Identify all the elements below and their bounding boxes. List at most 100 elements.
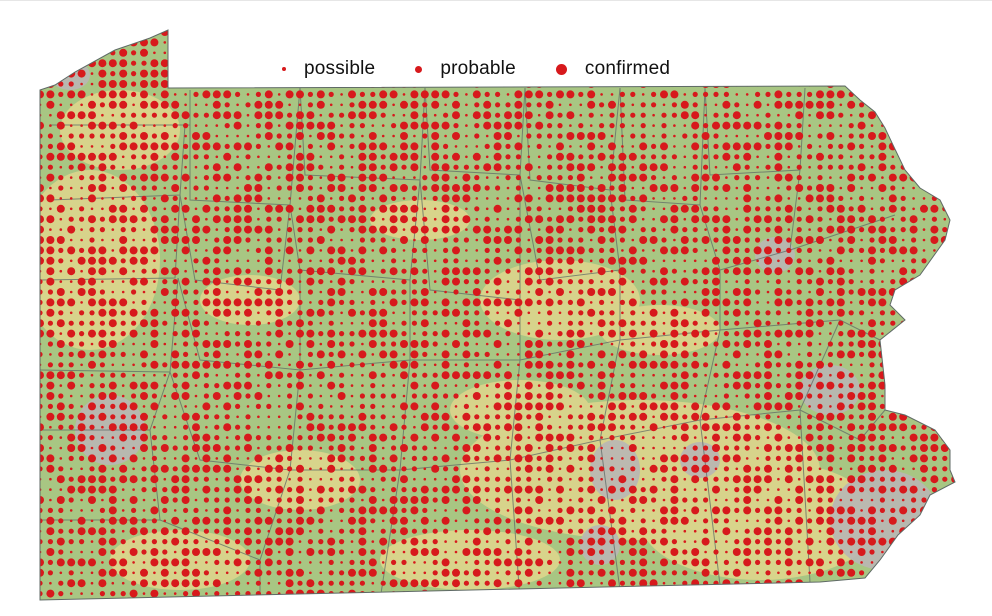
atlas-dot	[952, 227, 955, 233]
atlas-dot	[160, 173, 169, 182]
atlas-dot	[505, 445, 511, 451]
atlas-dot	[349, 143, 355, 149]
atlas-dot	[920, 319, 928, 328]
atlas-dot	[641, 249, 645, 252]
atlas-dot	[630, 195, 636, 201]
atlas-dot	[235, 424, 241, 430]
atlas-dot	[58, 185, 64, 191]
atlas-dot	[951, 568, 955, 577]
atlas-dot	[184, 301, 187, 304]
atlas-dot	[805, 100, 814, 109]
atlas-dot	[212, 142, 221, 151]
atlas-dot	[704, 51, 707, 55]
atlas-dot	[267, 581, 271, 585]
atlas-dot	[163, 519, 167, 523]
atlas-dot	[160, 59, 169, 68]
atlas-dot	[680, 433, 689, 442]
atlas-dot	[89, 227, 95, 233]
atlas-dot	[423, 363, 427, 367]
atlas-dot	[912, 550, 915, 554]
atlas-dot	[40, 225, 44, 234]
atlas-dot	[411, 279, 417, 285]
atlas-dot	[774, 121, 783, 130]
atlas-dot	[753, 402, 762, 411]
atlas-dot	[930, 568, 939, 577]
atlas-dot	[307, 362, 313, 368]
atlas-dot	[578, 362, 584, 368]
atlas-dot	[952, 341, 955, 347]
atlas-dot	[921, 341, 927, 347]
atlas-dot	[441, 454, 450, 463]
atlas-dot	[909, 558, 918, 567]
atlas-dot	[223, 402, 232, 411]
atlas-dot	[641, 446, 645, 450]
atlas-dot	[350, 540, 354, 543]
atlas-dot	[817, 227, 823, 233]
atlas-dot	[683, 290, 687, 294]
atlas-dot	[774, 496, 783, 504]
atlas-dot	[496, 540, 499, 543]
atlas-dot	[557, 112, 563, 118]
atlas-dot	[722, 225, 731, 234]
atlas-dot	[319, 363, 323, 367]
atlas-dot	[233, 121, 242, 130]
atlas-dot	[172, 279, 178, 285]
atlas-dot	[56, 319, 65, 328]
atlas-dot	[193, 154, 199, 160]
atlas-dot	[588, 466, 594, 472]
atlas-dot	[765, 414, 771, 420]
atlas-dot	[223, 527, 232, 536]
atlas-dot	[713, 549, 719, 555]
atlas-dot	[881, 82, 884, 86]
atlas-dot	[392, 321, 395, 325]
atlas-dot	[46, 516, 55, 525]
atlas-dot	[838, 237, 844, 243]
atlas-dot	[807, 341, 813, 347]
atlas-dot	[483, 423, 492, 432]
atlas-dot	[132, 467, 135, 471]
atlas-dot	[160, 236, 169, 244]
atlas-dot	[339, 580, 345, 586]
atlas-dot	[359, 195, 365, 201]
atlas-dot	[566, 194, 575, 203]
atlas-dot	[764, 392, 772, 400]
atlas-dot	[297, 445, 303, 451]
atlas-dot	[784, 329, 793, 338]
atlas-dot	[597, 381, 606, 390]
atlas-dot	[244, 485, 252, 494]
atlas-dot	[89, 50, 95, 56]
atlas-dot	[132, 207, 135, 211]
atlas-dot	[838, 143, 844, 149]
atlas-dot	[327, 298, 336, 307]
atlas-dot	[765, 143, 771, 149]
atlas-dot	[691, 173, 700, 182]
atlas-dot	[682, 580, 688, 586]
atlas-dot	[723, 258, 730, 264]
atlas-dot	[318, 331, 324, 337]
atlas-dot	[701, 236, 710, 244]
atlas-dot	[389, 38, 398, 47]
atlas-dot	[725, 415, 728, 419]
atlas-dot	[193, 341, 199, 347]
atlas-dot	[225, 436, 229, 439]
atlas-dot	[422, 539, 428, 545]
atlas-dot	[578, 476, 584, 482]
atlas-dot	[77, 475, 86, 484]
atlas-dot	[860, 82, 863, 86]
atlas-dot	[618, 225, 627, 234]
atlas-dot	[652, 217, 655, 221]
atlas-dot	[77, 579, 86, 588]
atlas-dot	[319, 384, 323, 387]
atlas-dot	[288, 353, 291, 356]
atlas-dot	[472, 423, 481, 432]
atlas-dot	[244, 527, 252, 536]
atlas-dot	[639, 402, 648, 411]
atlas-dot	[703, 445, 709, 451]
atlas-dot	[900, 112, 906, 118]
atlas-dot	[288, 41, 291, 44]
atlas-dot	[911, 570, 917, 576]
atlas-dot	[244, 194, 252, 203]
atlas-dot	[547, 341, 553, 347]
atlas-dot	[183, 445, 189, 451]
atlas-dot	[389, 506, 398, 515]
